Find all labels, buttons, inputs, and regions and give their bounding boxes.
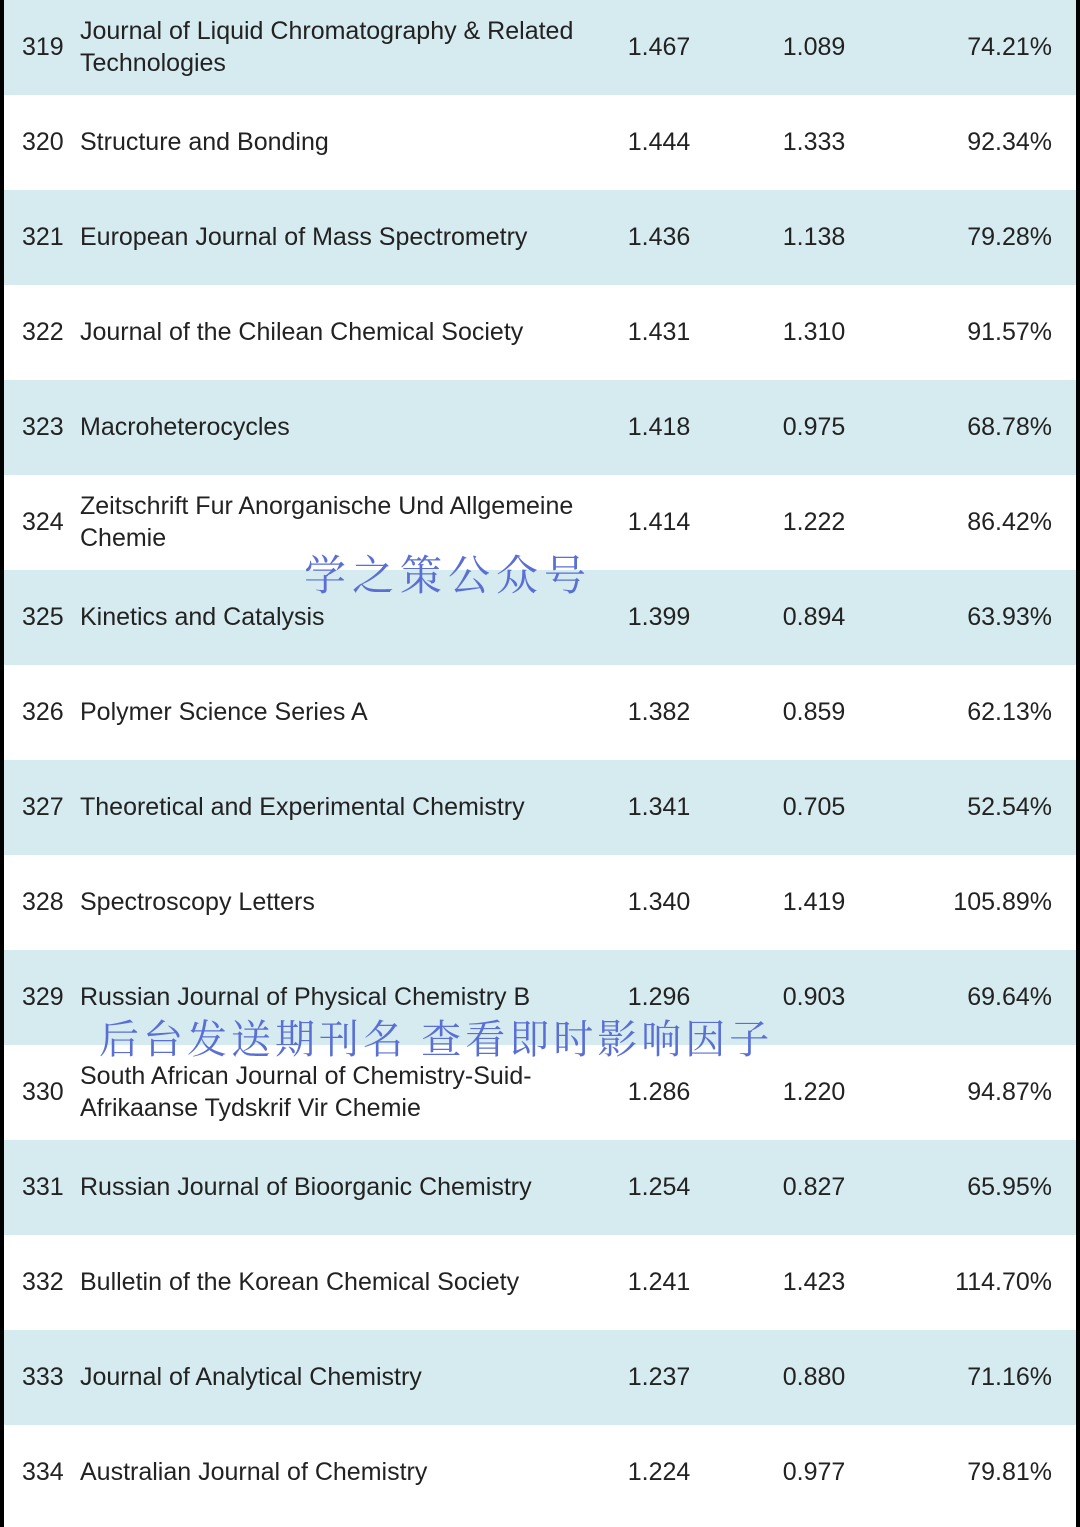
journal-name-cell: Journal of Liquid Chromatography & Relat… [74, 16, 584, 79]
percent-cell: 92.34% [894, 128, 1074, 157]
journal-name-cell: Theoretical and Experimental Chemistry [74, 792, 584, 823]
rank-cell: 319 [4, 33, 74, 62]
journal-name-cell: Russian Journal of Bioorganic Chemistry [74, 1172, 584, 1203]
value2-cell: 1.222 [734, 508, 894, 537]
value2-cell: 1.333 [734, 128, 894, 157]
journal-name-cell: Zeitschrift Fur Anorganische Und Allgeme… [74, 491, 584, 554]
table-row: 330South African Journal of Chemistry-Su… [4, 1045, 1076, 1140]
value2-cell: 0.705 [734, 793, 894, 822]
value1-cell: 1.436 [584, 223, 734, 252]
table-row: 329Russian Journal of Physical Chemistry… [4, 950, 1076, 1045]
value2-cell: 1.423 [734, 1268, 894, 1297]
value2-cell: 0.859 [734, 698, 894, 727]
journal-name-cell: Journal of Analytical Chemistry [74, 1362, 584, 1393]
table-row: 328Spectroscopy Letters1.3401.419105.89% [4, 855, 1076, 950]
rank-cell: 320 [4, 128, 74, 157]
table-row: 324Zeitschrift Fur Anorganische Und Allg… [4, 475, 1076, 570]
value2-cell: 1.419 [734, 888, 894, 917]
value2-cell: 0.975 [734, 413, 894, 442]
percent-cell: 68.78% [894, 413, 1074, 442]
value2-cell: 0.894 [734, 603, 894, 632]
percent-cell: 79.81% [894, 1458, 1074, 1487]
journal-name-cell: Journal of the Chilean Chemical Society [74, 317, 584, 348]
percent-cell: 62.13% [894, 698, 1074, 727]
value1-cell: 1.286 [584, 1078, 734, 1107]
value1-cell: 1.296 [584, 983, 734, 1012]
value1-cell: 1.241 [584, 1268, 734, 1297]
value2-cell: 1.089 [734, 33, 894, 62]
percent-cell: 114.70% [894, 1268, 1074, 1297]
value2-cell: 1.220 [734, 1078, 894, 1107]
journal-name-cell: Structure and Bonding [74, 127, 584, 158]
journal-ranking-table: 319Journal of Liquid Chromatography & Re… [4, 0, 1076, 1520]
rank-cell: 323 [4, 413, 74, 442]
percent-cell: 52.54% [894, 793, 1074, 822]
percent-cell: 69.64% [894, 983, 1074, 1012]
rank-cell: 329 [4, 983, 74, 1012]
percent-cell: 94.87% [894, 1078, 1074, 1107]
value1-cell: 1.444 [584, 128, 734, 157]
journal-name-cell: Polymer Science Series A [74, 697, 584, 728]
rank-cell: 331 [4, 1173, 74, 1202]
table-row: 319Journal of Liquid Chromatography & Re… [4, 0, 1076, 95]
table-row: 321European Journal of Mass Spectrometry… [4, 190, 1076, 285]
table-row: 331Russian Journal of Bioorganic Chemist… [4, 1140, 1076, 1235]
value2-cell: 1.138 [734, 223, 894, 252]
rank-cell: 326 [4, 698, 74, 727]
percent-cell: 79.28% [894, 223, 1074, 252]
value1-cell: 1.431 [584, 318, 734, 347]
percent-cell: 74.21% [894, 33, 1074, 62]
rank-cell: 333 [4, 1363, 74, 1392]
percent-cell: 65.95% [894, 1173, 1074, 1202]
table-row: 320Structure and Bonding1.4441.33392.34% [4, 95, 1076, 190]
journal-name-cell: Spectroscopy Letters [74, 887, 584, 918]
table-row: 326Polymer Science Series A1.3820.85962.… [4, 665, 1076, 760]
value1-cell: 1.237 [584, 1363, 734, 1392]
table-row: 332Bulletin of the Korean Chemical Socie… [4, 1235, 1076, 1330]
percent-cell: 71.16% [894, 1363, 1074, 1392]
value1-cell: 1.224 [584, 1458, 734, 1487]
journal-name-cell: Bulletin of the Korean Chemical Society [74, 1267, 584, 1298]
rank-cell: 330 [4, 1078, 74, 1107]
rank-cell: 322 [4, 318, 74, 347]
value1-cell: 1.254 [584, 1173, 734, 1202]
value1-cell: 1.467 [584, 33, 734, 62]
table-row: 323Macroheterocycles1.4180.97568.78% [4, 380, 1076, 475]
journal-name-cell: European Journal of Mass Spectrometry [74, 222, 584, 253]
percent-cell: 105.89% [894, 888, 1074, 917]
rank-cell: 334 [4, 1458, 74, 1487]
rank-cell: 324 [4, 508, 74, 537]
value2-cell: 1.310 [734, 318, 894, 347]
table-row: 327Theoretical and Experimental Chemistr… [4, 760, 1076, 855]
value1-cell: 1.414 [584, 508, 734, 537]
rank-cell: 328 [4, 888, 74, 917]
rank-cell: 321 [4, 223, 74, 252]
value1-cell: 1.399 [584, 603, 734, 632]
value2-cell: 0.827 [734, 1173, 894, 1202]
rank-cell: 332 [4, 1268, 74, 1297]
table-row: 333Journal of Analytical Chemistry1.2370… [4, 1330, 1076, 1425]
journal-name-cell: Macroheterocycles [74, 412, 584, 443]
rank-cell: 327 [4, 793, 74, 822]
journal-name-cell: Kinetics and Catalysis [74, 602, 584, 633]
value2-cell: 0.880 [734, 1363, 894, 1392]
table-row: 334Australian Journal of Chemistry1.2240… [4, 1425, 1076, 1520]
percent-cell: 63.93% [894, 603, 1074, 632]
percent-cell: 86.42% [894, 508, 1074, 537]
value1-cell: 1.382 [584, 698, 734, 727]
value1-cell: 1.418 [584, 413, 734, 442]
value2-cell: 0.977 [734, 1458, 894, 1487]
rank-cell: 325 [4, 603, 74, 632]
table-row: 325Kinetics and Catalysis1.3990.89463.93… [4, 570, 1076, 665]
journal-name-cell: Russian Journal of Physical Chemistry B [74, 982, 584, 1013]
value1-cell: 1.340 [584, 888, 734, 917]
table-row: 322Journal of the Chilean Chemical Socie… [4, 285, 1076, 380]
journal-name-cell: South African Journal of Chemistry-Suid-… [74, 1061, 584, 1124]
value2-cell: 0.903 [734, 983, 894, 1012]
percent-cell: 91.57% [894, 318, 1074, 347]
journal-name-cell: Australian Journal of Chemistry [74, 1457, 584, 1488]
value1-cell: 1.341 [584, 793, 734, 822]
